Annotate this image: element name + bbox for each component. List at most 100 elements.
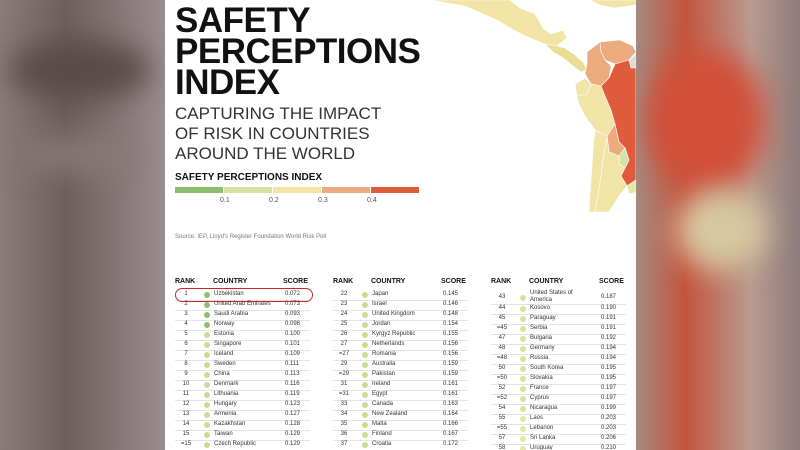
row-divider	[175, 390, 310, 391]
score-cell: 0.194	[601, 345, 617, 351]
country-cell: Lebanon	[530, 425, 554, 431]
score-dot	[520, 356, 526, 362]
table-row: 26 Kyrgyz Republic 0.155	[333, 331, 468, 341]
score-cell: 0.203	[601, 415, 617, 421]
row-divider	[333, 340, 468, 341]
header-rank: RANK	[491, 278, 512, 285]
country-cell: Bulgaria	[530, 335, 553, 341]
score-dot	[520, 366, 526, 372]
rank-cell: 26	[340, 331, 348, 337]
legend-swatch	[322, 187, 370, 193]
rank-cell: 5	[184, 331, 188, 337]
rank-cell: 2	[184, 301, 188, 307]
score-dot	[204, 442, 210, 448]
legend-color-bar	[175, 187, 420, 193]
rank-cell: 14	[182, 421, 190, 427]
rank-cell: =15	[180, 441, 192, 447]
table-row: 7 Iceland 0.109	[175, 351, 310, 361]
background-blur	[20, 140, 140, 170]
score-dot	[362, 422, 368, 428]
header-country: COUNTRY	[371, 278, 406, 285]
score-cell: 0.155	[443, 331, 459, 337]
table-row: =55 Lebanon 0.203	[491, 425, 626, 435]
rank-cell: 57	[498, 435, 506, 441]
table-row: 10 Denmark 0.116	[175, 381, 310, 391]
legend-ticks: 0.1 0.2 0.3 0.4	[175, 197, 425, 209]
score-dot	[520, 346, 526, 352]
row-divider	[491, 394, 626, 395]
score-dot	[362, 322, 368, 328]
row-divider	[333, 420, 468, 421]
rank-cell: 9	[184, 371, 188, 377]
row-divider	[333, 440, 468, 441]
score-dot	[362, 342, 368, 348]
row-divider	[491, 434, 626, 435]
row-divider	[491, 384, 626, 385]
score-dot	[520, 416, 526, 422]
score-cell: 0.154	[443, 321, 459, 327]
score-cell: 0.113	[285, 371, 300, 377]
score-dot	[362, 352, 368, 358]
header-rank: RANK	[175, 278, 196, 285]
country-cell: Ireland	[372, 381, 391, 387]
country-cell: Japan	[372, 291, 389, 297]
score-cell: 0.197	[601, 385, 617, 391]
table-row: 14 Kazakhstan 0.128	[175, 421, 310, 431]
score-cell: 0.146	[443, 301, 459, 307]
table-row: 31 Ireland 0.161	[333, 381, 468, 391]
score-cell: 0.072	[285, 291, 301, 297]
map-region-usa-edge	[589, 0, 636, 9]
rank-cell: 45	[498, 315, 506, 321]
score-cell: 0.164	[443, 411, 459, 417]
score-dot	[204, 302, 210, 308]
row-divider	[333, 400, 468, 401]
header-country: COUNTRY	[529, 278, 564, 285]
row-divider	[333, 350, 468, 351]
rank-cell: 54	[498, 405, 506, 411]
rank-cell: 24	[340, 311, 348, 317]
table-row: 8 Sweden 0.111	[175, 361, 310, 371]
rank-cell: 36	[340, 431, 348, 437]
rank-cell: 23	[340, 301, 348, 307]
score-dot	[204, 382, 210, 388]
subtitle-line: AROUND THE WORLD	[175, 144, 356, 163]
table-row: 9 China 0.113	[175, 371, 310, 381]
score-dot	[204, 412, 210, 418]
score-dot	[204, 352, 210, 358]
table-row: =48 Russia 0.194	[491, 355, 626, 365]
score-cell: 0.195	[601, 375, 617, 381]
rank-cell: =27	[338, 351, 350, 357]
row-divider	[491, 374, 626, 375]
rank-cell: 31	[340, 381, 348, 387]
row-divider	[333, 330, 468, 331]
score-dot	[362, 302, 368, 308]
row-divider	[491, 334, 626, 335]
table-row: 11 Lithuania 0.119	[175, 391, 310, 401]
score-cell: 0.073	[285, 301, 301, 307]
score-dot	[362, 292, 368, 298]
score-cell: 0.167	[443, 431, 459, 437]
table-row: 35 Malta 0.166	[333, 421, 468, 431]
score-dot	[520, 386, 526, 392]
score-dot	[362, 362, 368, 368]
score-cell: 0.199	[601, 405, 617, 411]
score-cell: 0.127	[285, 411, 301, 417]
legend-tick-label: 0.4	[367, 197, 377, 204]
country-cell: Croatia	[372, 441, 392, 447]
table-row: 24 United Kingdom 0.148	[333, 311, 468, 321]
table-row: 48 Germany 0.194	[491, 345, 626, 355]
infographic-page: SAFETY PERCEPTIONS INDEX CAPTURING THE I…	[165, 0, 636, 450]
table-row: 55 Laos 0.203	[491, 415, 626, 425]
rank-cell: =29	[338, 371, 350, 377]
country-cell: Armenia	[214, 411, 237, 417]
table-row: 2 United Arab Emirates 0.073	[175, 301, 310, 311]
row-divider	[175, 330, 310, 331]
table-row: =27 Romania 0.156	[333, 351, 468, 361]
score-dot	[520, 326, 526, 332]
country-cell: Denmark	[214, 381, 239, 387]
page-subtitle: CAPTURING THE IMPACT OF RISK IN COUNTRIE…	[175, 104, 381, 164]
row-divider	[175, 310, 310, 311]
score-dot	[520, 426, 526, 432]
country-cell: Taiwan	[214, 431, 233, 437]
score-cell: 0.109	[285, 351, 301, 357]
